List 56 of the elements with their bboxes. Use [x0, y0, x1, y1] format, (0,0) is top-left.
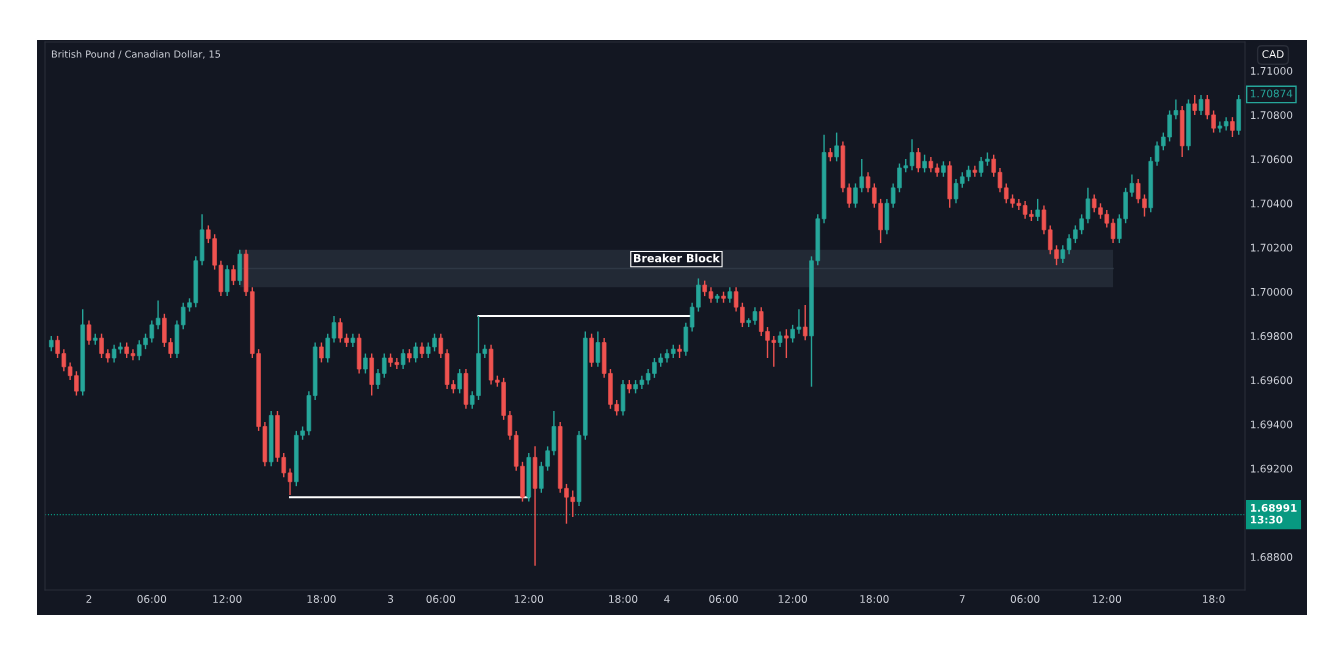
- candlestick: [438, 332, 444, 359]
- ref-line-label: 1.68991 13:30: [1250, 503, 1297, 524]
- candlestick: [231, 264, 236, 286]
- x-tick-label: 2: [86, 595, 92, 603]
- y-tick-label: 1.70800: [1251, 111, 1293, 120]
- y-tick-label: 1.70400: [1251, 199, 1293, 208]
- y-tick-label: 1.69800: [1251, 332, 1293, 340]
- x-tick-label: 06:00: [709, 595, 738, 603]
- candlestick: [1041, 204, 1047, 235]
- candlestick: [834, 131, 839, 163]
- x-tick-label: 18:00: [307, 595, 336, 603]
- x-tick-label: 06:00: [426, 595, 456, 603]
- x-tick-label: 18:00: [609, 595, 638, 603]
- candlestick: [363, 352, 368, 375]
- candlestick: [972, 165, 978, 178]
- x-tick-label: 3: [388, 595, 394, 603]
- y-tick-label: 1.69600: [1251, 376, 1293, 385]
- y-tick-label: 1.70200: [1251, 243, 1293, 252]
- x-tick-label: 4: [664, 595, 670, 603]
- x-tick-label: 12:00: [1092, 595, 1122, 603]
- candlestick: [595, 330, 601, 368]
- candlestick: [155, 299, 161, 330]
- y-tick-label: 1.69400: [1251, 420, 1293, 429]
- annotation: Breaker Block: [634, 253, 721, 263]
- text: British Pound / Canadian Dollar, 15: [51, 50, 221, 59]
- candlestick: [400, 348, 406, 370]
- x-tick-label: 06:00: [137, 595, 167, 603]
- x-tick-label: 12:00: [514, 595, 544, 603]
- candlestick: [1035, 198, 1040, 222]
- y-tick-label: 1.70000: [1251, 287, 1293, 296]
- candlestick: [457, 368, 462, 395]
- y-tick-label: 1.68800: [1251, 553, 1293, 561]
- candlestick: [224, 264, 230, 297]
- candlestick: [916, 147, 921, 174]
- candlestick: [1192, 94, 1197, 116]
- candlestick: [319, 341, 324, 364]
- y-tick-label: 1.70600: [1251, 155, 1293, 164]
- x-tick-label: 06:00: [1010, 595, 1040, 603]
- y-tick-label: 1.71000: [1251, 66, 1293, 75]
- y-tick-label: 1.69200: [1251, 464, 1293, 473]
- candlestick: [1110, 218, 1116, 244]
- text: CAD: [1262, 50, 1284, 59]
- candlestick: [846, 182, 852, 209]
- candlestick: [1230, 116, 1235, 138]
- candlestick: [86, 319, 92, 346]
- x-tick-label: 7: [959, 595, 965, 603]
- candlestick: [1198, 94, 1204, 116]
- candlestick: [802, 304, 808, 342]
- candlestick: [1217, 120, 1223, 134]
- candlestick: [784, 328, 789, 359]
- text: 1.70874: [1250, 89, 1293, 98]
- x-tick-label: 18:0: [1203, 595, 1225, 603]
- x-tick-label: 12:00: [213, 595, 242, 603]
- x-tick-label: 18:00: [860, 595, 889, 603]
- candlestick: [413, 341, 418, 364]
- x-tick-label: 12:00: [778, 595, 807, 603]
